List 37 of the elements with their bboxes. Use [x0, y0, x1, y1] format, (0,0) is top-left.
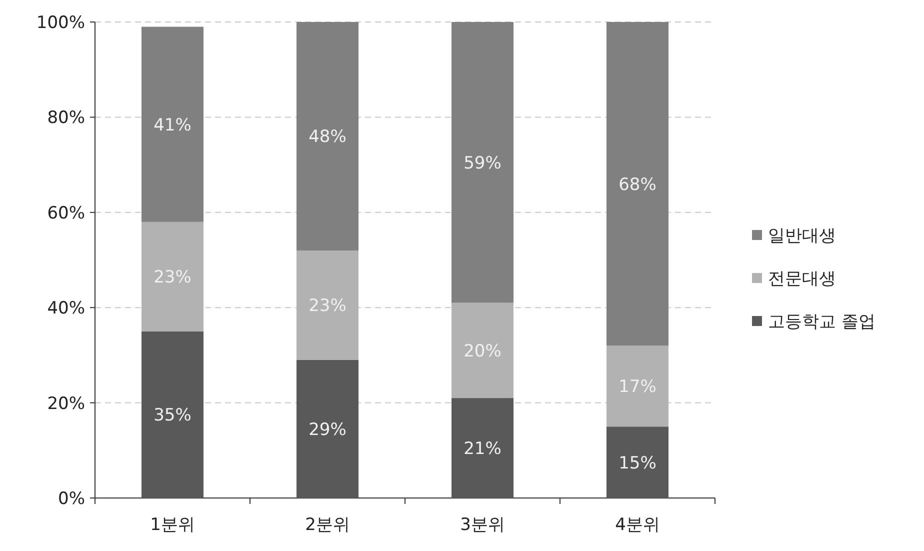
y-tick-label: 60% — [47, 203, 85, 224]
x-tick-label: 1분위 — [150, 515, 195, 535]
data-label: 23% — [154, 268, 192, 288]
data-label: 41% — [154, 115, 192, 136]
bar — [296, 250, 358, 360]
y-tick-label: 100% — [36, 13, 85, 33]
bar — [142, 222, 204, 332]
bar — [452, 22, 514, 303]
x-tick-label: 3분위 — [460, 515, 505, 535]
data-label: 35% — [154, 406, 192, 426]
bar — [452, 302, 514, 398]
bar — [142, 331, 204, 498]
data-label: 68% — [618, 174, 656, 195]
bar — [606, 426, 668, 498]
legend-label: 전문대생 — [768, 269, 836, 289]
y-tick-label: 80% — [47, 108, 85, 128]
data-label: 23% — [308, 296, 346, 316]
bar — [296, 360, 358, 498]
data-label: 20% — [464, 341, 502, 362]
y-tick-label: 40% — [47, 298, 85, 319]
data-label: 21% — [464, 439, 502, 460]
data-label: 48% — [308, 127, 346, 148]
x-tick-label: 4분위 — [615, 515, 660, 535]
data-label: 17% — [618, 377, 656, 398]
data-label: 59% — [464, 153, 502, 174]
data-label: 29% — [308, 420, 346, 440]
y-tick-label: 0% — [58, 489, 85, 509]
bar — [606, 346, 668, 427]
bar — [142, 26, 204, 222]
data-label: 15% — [618, 453, 656, 474]
bar — [296, 22, 358, 250]
legend-label: 일반대생 — [768, 226, 836, 246]
bar — [452, 398, 514, 498]
bar — [606, 22, 668, 346]
x-tick-label: 2분위 — [305, 515, 350, 535]
legend-label: 고등학교 졸업 — [768, 312, 876, 332]
y-tick-label: 20% — [47, 394, 85, 414]
